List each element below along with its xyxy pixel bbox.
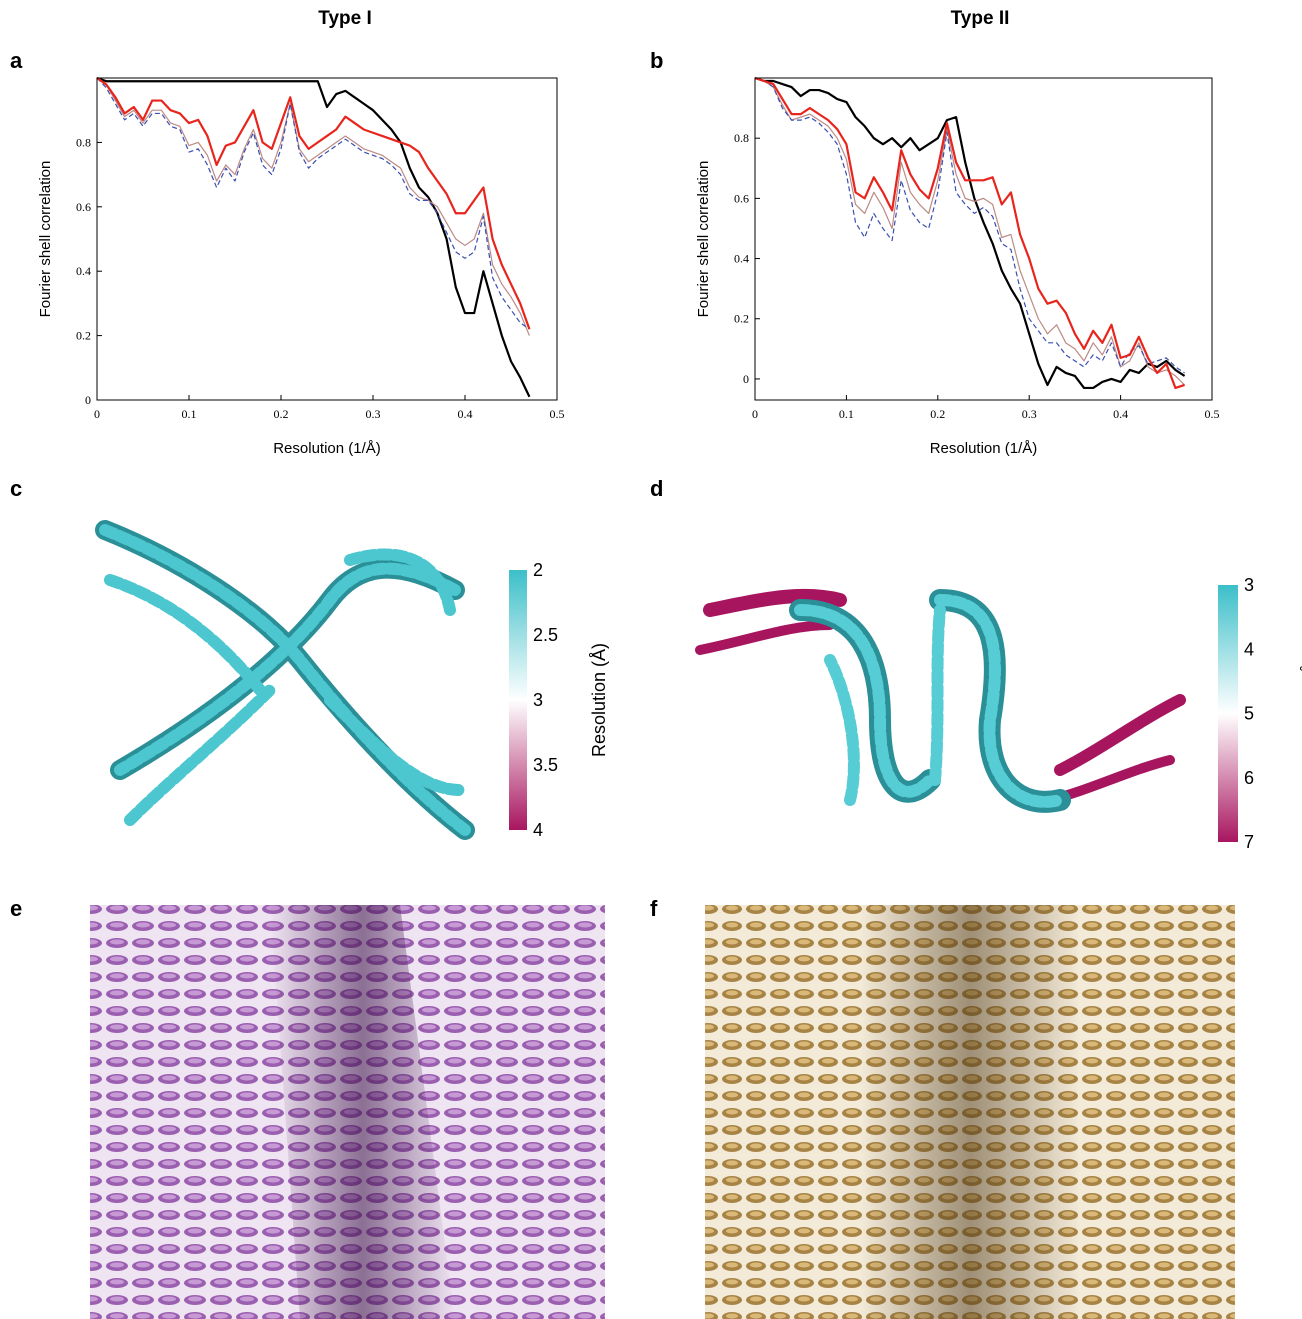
x-tick-label: 0.1 — [182, 407, 197, 421]
x-tick-label: 0.4 — [458, 407, 473, 421]
y-tick-label: 0 — [85, 393, 91, 407]
y-tick-label: 0.6 — [76, 200, 91, 214]
panel-label: a — [10, 48, 23, 73]
y-tick-label: 0.8 — [76, 135, 91, 149]
helix-bundle — [114, 562, 461, 776]
helix-bundle — [124, 684, 276, 826]
plot-frame — [754, 77, 1213, 401]
colorbar-tick-label: 4 — [1244, 639, 1254, 659]
x-tick-label: 0.2 — [930, 407, 945, 421]
x-tick-label: 0 — [94, 407, 100, 421]
low-res-region — [695, 620, 835, 655]
colorbar-tick-label: 4 — [533, 820, 543, 840]
colorbar-tick-label: 2 — [533, 560, 543, 580]
colorbar-tick-label: 2.5 — [533, 625, 558, 645]
y-tick-label: 0.6 — [734, 191, 749, 205]
plot-frame — [96, 77, 558, 401]
fsc-line — [96, 77, 531, 330]
colorbar-tick-label: 3.5 — [533, 755, 558, 775]
low-res-region — [1054, 694, 1186, 776]
density-map-d — [695, 588, 1186, 813]
low-res-region — [703, 588, 847, 617]
y-tick-label: 0.4 — [76, 264, 91, 278]
x-tick-label: 0.3 — [1022, 407, 1037, 421]
filament-map-e — [90, 905, 605, 1319]
y-tick-label: 0.2 — [76, 329, 91, 343]
colorbar-label: Resolution (Å) — [589, 643, 609, 757]
fsc-line — [754, 77, 1185, 374]
panel-label: f — [650, 896, 658, 921]
colorbar — [1218, 585, 1238, 842]
panel-label: b — [650, 48, 663, 73]
y-tick-label: 0.8 — [734, 131, 749, 145]
helix-bundle — [934, 594, 1066, 808]
colorbar — [509, 570, 527, 830]
helix-bundle — [104, 574, 266, 696]
colorbar-label: Resolution (Å) — [1300, 656, 1302, 770]
x-tick-label: 0.5 — [1205, 407, 1220, 421]
fsc-line — [96, 77, 530, 330]
helix-bundle — [794, 604, 936, 798]
x-axis-label: Resolution (1/Å) — [273, 440, 381, 457]
fsc-line — [754, 76, 1185, 390]
helix-bundle — [99, 524, 471, 836]
y-axis-label: Fourier shell correlation — [37, 161, 54, 318]
column-title: Type I — [318, 8, 372, 29]
y-tick-label: 0.4 — [734, 252, 749, 266]
fsc-line — [96, 77, 530, 336]
fsc-line — [754, 76, 1186, 390]
y-axis-label: Fourier shell correlation — [695, 161, 712, 318]
x-tick-label: 0.4 — [1113, 407, 1128, 421]
colorbar-tick-label: 3 — [1244, 575, 1254, 595]
x-tick-label: 0.2 — [274, 407, 289, 421]
filament-core — [860, 905, 1080, 1319]
helix-bundle — [824, 654, 860, 806]
colorbar-tick-label: 5 — [1244, 704, 1254, 724]
fsc-line — [754, 77, 1186, 386]
y-tick-label: 0 — [743, 372, 749, 386]
fsc-line — [96, 76, 531, 398]
colorbar-tick-label: 7 — [1244, 832, 1254, 852]
x-axis-label: Resolution (1/Å) — [930, 440, 1038, 457]
panel-label: d — [650, 476, 663, 501]
x-tick-label: 0.1 — [839, 407, 854, 421]
colorbar-tick-label: 3 — [533, 690, 543, 710]
filament-map-f — [705, 905, 1235, 1319]
panel-label: e — [10, 896, 22, 921]
colorbar-tick-label: 6 — [1244, 768, 1254, 788]
x-tick-label: 0.5 — [550, 407, 565, 421]
panel-label: c — [10, 476, 22, 501]
column-title: Type II — [951, 8, 1010, 29]
helix-bundle — [324, 694, 466, 796]
x-tick-label: 0 — [752, 407, 758, 421]
helix-bundle — [929, 604, 946, 786]
x-tick-label: 0.3 — [366, 407, 381, 421]
helix-bundle — [344, 548, 456, 616]
y-tick-label: 0.2 — [734, 312, 749, 326]
density-map-c — [95, 520, 475, 840]
filament-core — [270, 905, 455, 1319]
